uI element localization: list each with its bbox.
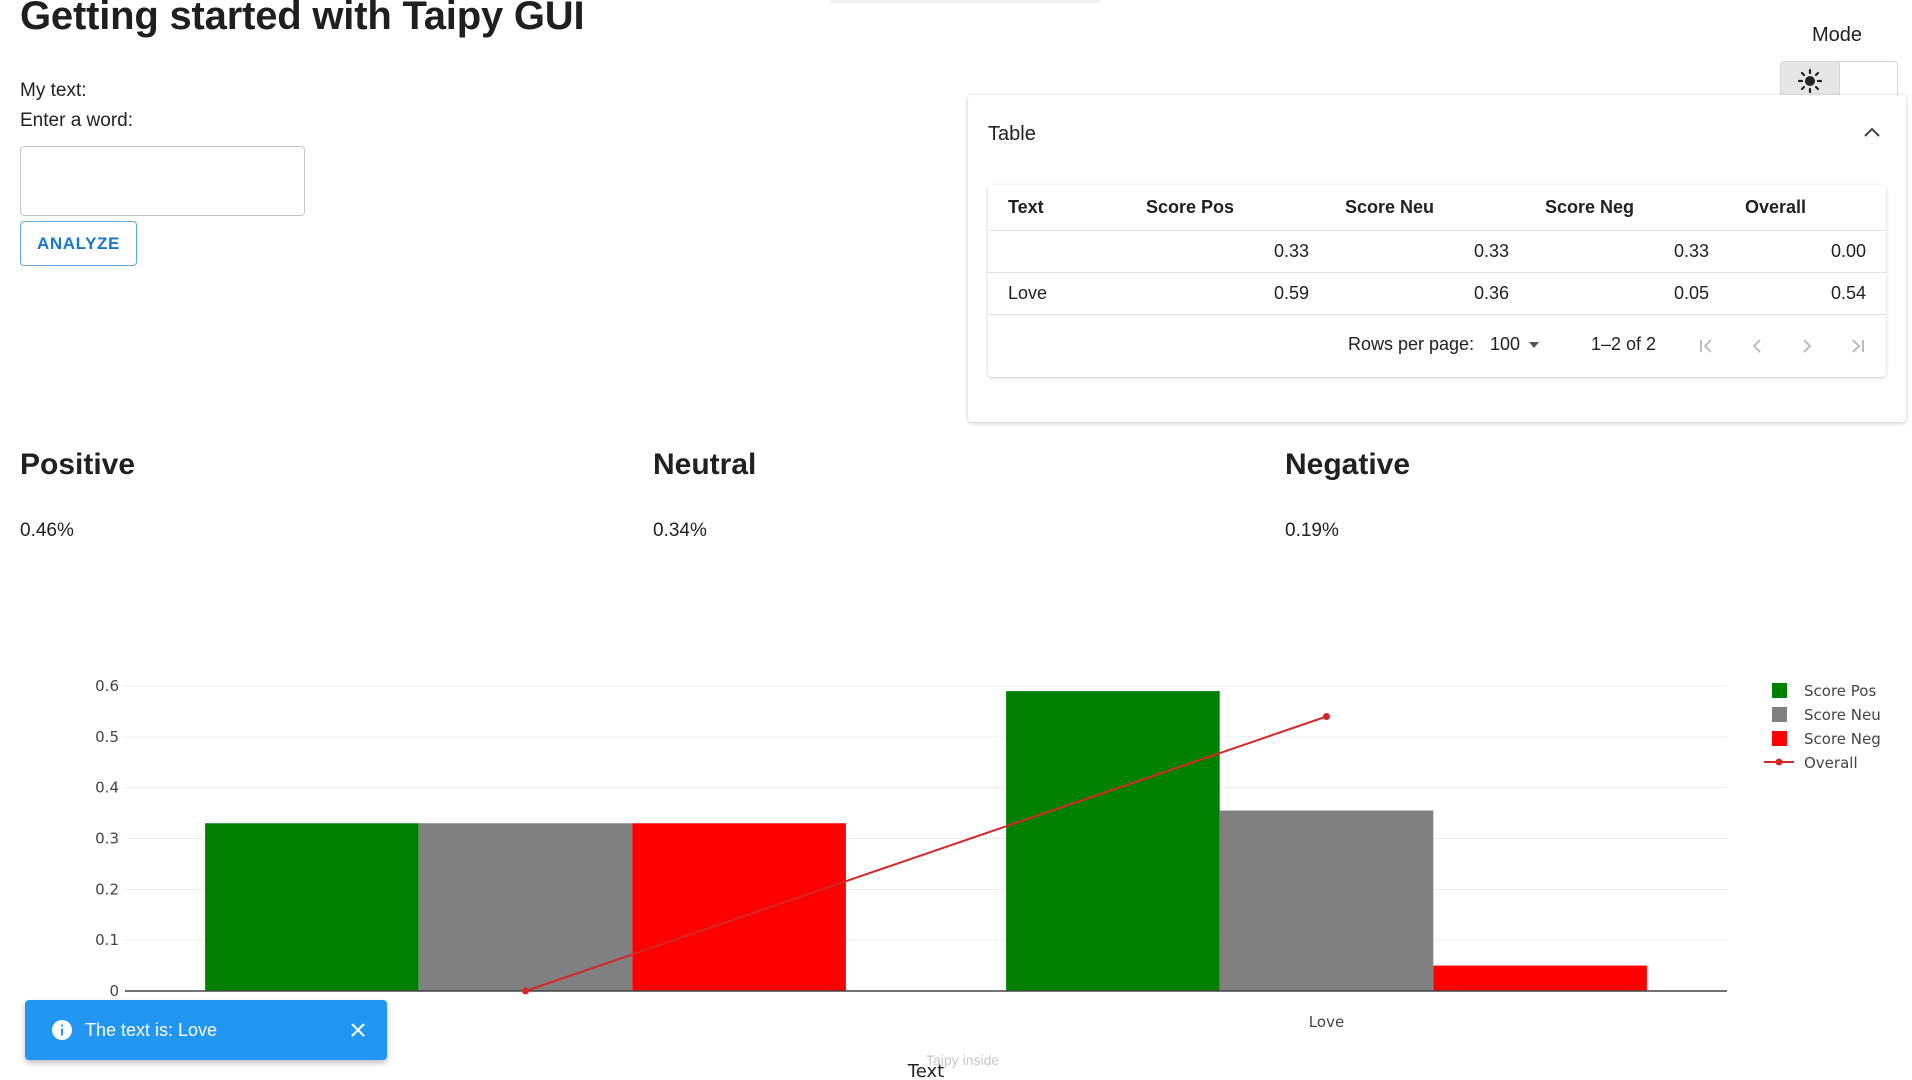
watermark: Taipy inside [926, 1052, 1000, 1068]
column-header[interactable]: Overall [1745, 197, 1807, 217]
bar-score-neg[interactable] [1433, 965, 1647, 991]
y-tick-label: 0.1 [95, 931, 119, 949]
first-page-icon [1700, 339, 1712, 353]
table-cell: Love [1008, 283, 1048, 303]
positive-value: 0.46% [20, 520, 74, 541]
previous-page-button[interactable] [1742, 331, 1772, 361]
first-page-button[interactable] [1692, 331, 1722, 361]
table-cell: 0.33 [1673, 241, 1709, 261]
legend-swatch [1772, 707, 1787, 722]
legend-swatch [1772, 731, 1787, 746]
table-cell: 0.54 [1830, 283, 1866, 303]
page-range: 1–2 of 2 [1591, 334, 1657, 354]
score-chart: 0 0.1 0.2 0.3 0.4 0.5 0.6 Love Text Score Pos Scor… [95, 677, 1881, 1080]
neutral-title: Neutral [653, 448, 757, 481]
legend-label[interactable]: Score Neu [1804, 706, 1881, 724]
rows-per-page-select[interactable]: 100 [1490, 334, 1540, 355]
enter-word-label: Enter a word: [20, 110, 133, 131]
table-cell: 0.33 [1273, 241, 1309, 261]
table-pagination: Rows per page: 100 1–2 of 2 [988, 315, 1886, 377]
bar-score-pos[interactable] [1006, 691, 1220, 991]
column-header[interactable]: Score Pos [1146, 197, 1235, 217]
table-cell: 0.59 [1273, 283, 1309, 303]
info-icon [52, 1020, 72, 1040]
bar-score-pos[interactable] [205, 823, 419, 991]
table-card-title: Table [988, 123, 1036, 145]
positive-title: Positive [20, 448, 136, 481]
rows-per-page-value: 100 [1490, 334, 1521, 354]
line-overall[interactable] [525, 715, 1327, 992]
point-overall[interactable] [1323, 713, 1330, 720]
notification-toast: The text is: Love [25, 1000, 387, 1060]
column-header[interactable]: Score Neu [1345, 197, 1435, 217]
y-tick-label: 0.6 [95, 677, 119, 695]
table-cell: 0.00 [1830, 241, 1866, 261]
table-header-row: Text Score Pos Score Neu Score Neg Overa… [988, 185, 1886, 231]
table-row[interactable]: Love 0.59 0.36 0.05 0.54 [988, 273, 1886, 315]
toast-message: The text is: Love [85, 1019, 218, 1040]
y-tick-label: 0 [109, 982, 119, 1000]
my-text-label: My text: [20, 80, 87, 101]
legend-label[interactable]: Overall [1804, 754, 1858, 772]
table-row[interactable]: 0.33 0.33 0.33 0.00 [988, 231, 1886, 273]
table-cell: 0.05 [1673, 283, 1709, 303]
x-axis-title: Text [907, 1061, 944, 1080]
legend-label[interactable]: Score Neg [1804, 730, 1881, 748]
y-tick-label: 0.3 [95, 830, 119, 848]
sun-icon [1797, 68, 1822, 94]
close-icon[interactable] [347, 1019, 369, 1041]
bar-score-neu[interactable] [418, 823, 633, 991]
data-table: Text Score Pos Score Neu Score Neg Overa… [988, 185, 1886, 377]
last-page-button[interactable] [1842, 331, 1872, 361]
bar-score-neg[interactable] [632, 823, 846, 991]
table-cell: 0.33 [1473, 241, 1509, 261]
chevron-left-icon [1752, 339, 1761, 353]
analyze-button[interactable]: ANALYZE [20, 221, 137, 266]
bar-score-neu[interactable] [1219, 810, 1434, 991]
moon-icon [1866, 72, 1876, 90]
column-header[interactable]: Score Neg [1545, 197, 1635, 217]
caret-down-icon [1529, 341, 1540, 348]
negative-value: 0.19% [1285, 520, 1339, 541]
legend-swatch [1772, 683, 1787, 698]
table-card: Table Text Score Pos Score Neu Score Neg… [968, 95, 1906, 422]
y-tick-label: 0.4 [95, 779, 119, 797]
negative-title: Negative [1285, 448, 1411, 481]
legend-label[interactable]: Score Pos [1804, 682, 1876, 700]
table-cell: 0.36 [1473, 283, 1509, 303]
light-mode-button[interactable] [1781, 62, 1840, 100]
chevron-up-icon[interactable] [1862, 125, 1882, 139]
chevron-right-icon [1803, 339, 1812, 353]
page-title: Getting started with Taipy GUI [20, 0, 585, 38]
last-page-icon [1852, 339, 1864, 353]
word-input[interactable] [20, 146, 305, 216]
y-tick-label: 0.5 [95, 728, 119, 746]
y-tick-label: 0.2 [95, 880, 119, 898]
mode-toggle[interactable] [1780, 61, 1898, 101]
mode-label: Mode [1812, 24, 1863, 46]
top-center-bar [830, 0, 1100, 3]
next-page-button[interactable] [1792, 331, 1822, 361]
legend-swatch [1775, 758, 1783, 766]
rows-per-page-label: Rows per page: [1348, 334, 1475, 354]
x-tick-label: Love [1309, 1013, 1344, 1031]
point-overall[interactable] [522, 987, 529, 995]
column-header[interactable]: Text [1008, 197, 1044, 217]
neutral-value: 0.34% [653, 520, 707, 541]
